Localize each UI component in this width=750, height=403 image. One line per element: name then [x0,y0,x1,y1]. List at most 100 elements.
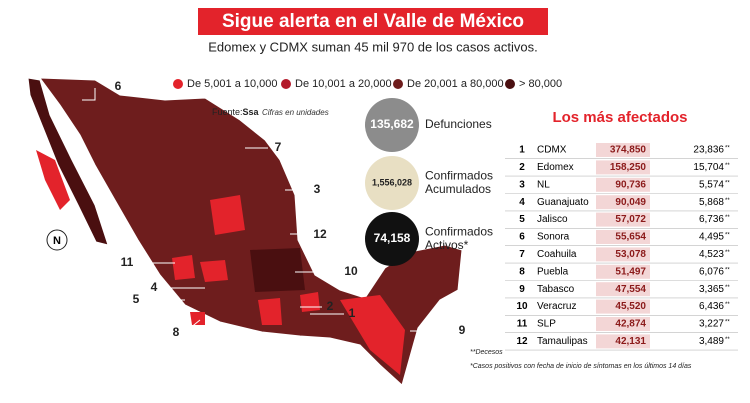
map-label: 12 [313,227,327,241]
note: **Decesos [470,349,503,356]
value-bg [596,195,650,210]
cases: 90,049 [615,197,646,208]
map-label: 8 [173,325,180,339]
deaths-mark: ** [725,146,730,152]
map-label: 9 [459,323,466,337]
baja [27,77,109,246]
map-label: 3 [314,182,321,196]
legend-swatch [393,79,403,89]
value-bg [596,299,650,314]
value-bg [596,143,650,157]
map-label: 2 [327,299,334,313]
deaths: 4,523 [699,249,724,260]
stat-circle [365,212,419,266]
stat-label: Confirmados Acumulados [425,169,493,197]
value-bg [596,282,650,297]
region [36,150,70,210]
state: Guanajuato [537,197,589,208]
title-bar [198,8,548,35]
cases: 45,520 [615,301,646,312]
rank: 12 [516,336,528,347]
deaths-mark: ** [725,337,730,343]
source-prefix: Fuente: [212,107,243,117]
state: Edomex [537,162,574,173]
deaths-mark: ** [725,302,730,308]
cases: 42,131 [615,336,646,347]
deaths: 15,704 [693,162,724,173]
legend: De 5,001 a 10,000 De 10,001 a 20,000 De 20… [173,78,562,90]
rank: 5 [519,214,525,225]
map-label: 4 [151,280,158,294]
map-label: 7 [275,140,282,154]
rank: 7 [519,249,525,260]
state: SLP [537,319,556,330]
deaths-mark: ** [725,198,730,204]
value-bg [596,264,650,279]
cases: 57,072 [615,214,646,225]
note: *Casos positivos con fecha de inicio de … [470,363,692,370]
cases: 374,850 [610,145,647,156]
map-label: 11 [121,255,134,269]
cases: 42,874 [615,319,646,330]
deaths-mark: ** [725,163,730,169]
deaths: 5,574 [699,179,724,190]
deaths-mark: ** [725,250,730,256]
map-label: 6 [115,79,122,93]
rank: 9 [519,284,525,295]
stat-circle [365,98,419,152]
legend-label: De 5,001 a 10,000 [187,78,278,90]
legend-label: De 20,001 a 80,000 [407,78,504,90]
map-label: 10 [344,264,358,278]
rank: 2 [519,162,525,173]
rank: 3 [519,179,525,190]
cases: 53,078 [615,249,646,260]
legend-swatch [505,79,515,89]
table-title: Los más afectados [552,109,687,126]
stat-circle [365,156,419,210]
deaths: 3,489 [699,336,724,347]
cases: 90,736 [615,179,646,190]
deaths-mark: ** [725,215,730,221]
leader-lines [82,88,452,334]
state: Coahuila [537,249,577,260]
map: N [27,77,463,386]
units: Cifras en unidades [262,108,329,117]
rank: 11 [517,319,528,330]
stat-value: 74,158 [374,231,411,245]
rank: 10 [516,301,528,312]
region [172,195,405,375]
cases: 51,497 [615,266,646,277]
stat-value: 135,682 [370,117,414,131]
table: 1 CDMX 374,850 23,836 **2 Edomex 158,250 15,704… [505,143,738,351]
state: Tamaulipas [537,336,588,347]
title: Sigue alerta en el Valle de México [222,11,524,32]
state: Tabasco [537,284,575,295]
deaths-mark: ** [725,320,730,326]
stat-label: Defunciones [425,117,492,131]
value-bg [596,247,650,262]
deaths: 6,736 [699,214,724,225]
deaths: 3,365 [699,284,724,295]
stat-label: Confirmados Activos* [425,225,493,253]
stats: 135,682 Defunciones 1,556,028 Confirmados Ac… [365,98,493,266]
value-bg [596,334,650,349]
deaths: 23,836 [693,145,724,156]
rank: 6 [519,232,525,243]
state: CDMX [537,145,567,156]
deaths-mark: ** [725,233,730,239]
legend-swatch [281,79,291,89]
legend-label: > 80,000 [519,78,562,90]
value-bg [596,230,650,244]
deaths: 6,076 [699,266,724,277]
state: Sonora [537,232,570,243]
compass [46,229,68,251]
cases: 158,250 [610,162,647,173]
rank: 1 [519,145,525,156]
rank: 8 [519,266,525,277]
legend-label: De 10,001 a 20,000 [295,78,392,90]
stat-value: 1,556,028 [372,177,412,187]
state: Jalisco [537,214,568,225]
deaths: 6,436 [699,301,724,312]
